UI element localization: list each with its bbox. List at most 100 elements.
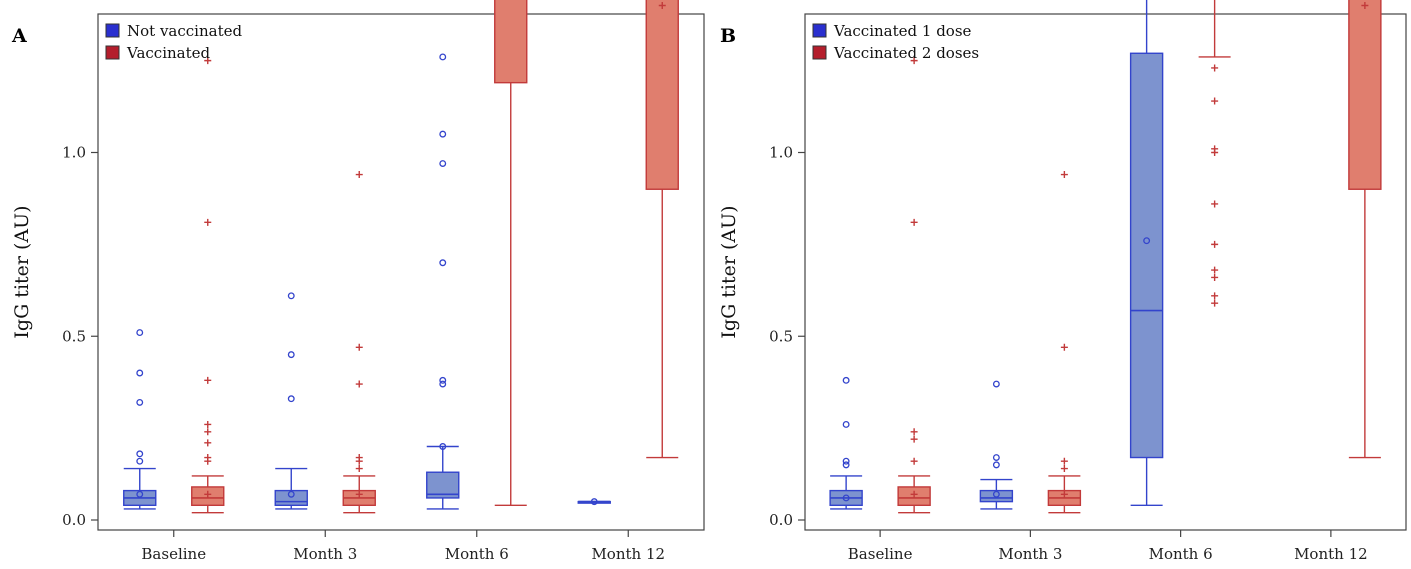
mean-marker bbox=[842, 494, 850, 502]
outlier-point bbox=[204, 454, 212, 462]
outlier-point bbox=[355, 380, 363, 388]
outlier-point bbox=[204, 428, 212, 436]
x-tick-label: Month 3 bbox=[293, 545, 357, 563]
x-tick-label: Baseline bbox=[848, 545, 913, 563]
box-iqr bbox=[494, 0, 528, 84]
outlier-point bbox=[355, 171, 363, 179]
legend-swatch bbox=[812, 23, 827, 38]
mean-marker bbox=[1143, 237, 1151, 245]
box-iqr bbox=[979, 489, 1014, 503]
outlier-point bbox=[439, 53, 447, 61]
box-vaccinated-2-doses-month-6 bbox=[1198, 0, 1231, 307]
legend-label: Vaccinated bbox=[126, 44, 211, 62]
y-tick-label: 1.0 bbox=[62, 144, 86, 162]
legend-swatch bbox=[105, 23, 120, 38]
mean-marker bbox=[992, 490, 1000, 498]
outlier-point bbox=[287, 351, 295, 359]
y-axis-label: IgG titer (AU) bbox=[11, 205, 33, 338]
mean-marker bbox=[658, 2, 666, 9]
outlier-point bbox=[1211, 299, 1219, 307]
outlier-point bbox=[1211, 97, 1219, 105]
box-iqr bbox=[1129, 52, 1164, 459]
box-iqr bbox=[1348, 0, 1382, 190]
outlier-point bbox=[439, 259, 447, 267]
outlier-point bbox=[204, 420, 212, 428]
outlier-point bbox=[439, 376, 447, 384]
outlier-point bbox=[204, 439, 212, 447]
plot-frame bbox=[97, 13, 705, 531]
mean-marker bbox=[204, 490, 212, 498]
outlier-point bbox=[287, 395, 295, 403]
outlier-point bbox=[1060, 465, 1068, 473]
outlier-point bbox=[136, 398, 144, 406]
outlier-point bbox=[439, 380, 447, 388]
outlier-point bbox=[910, 435, 918, 443]
legend-label: Not vaccinated bbox=[127, 22, 242, 40]
box-vaccinated-2-doses-month-12 bbox=[1348, 0, 1382, 459]
box-vaccinated-month-12 bbox=[645, 0, 679, 459]
outlier-point bbox=[1060, 343, 1068, 351]
outlier-point bbox=[204, 218, 212, 226]
y-axis-label: IgG titer (AU) bbox=[718, 205, 740, 338]
mean-marker bbox=[136, 490, 144, 498]
legend-label: Vaccinated 2 doses bbox=[833, 44, 979, 62]
mean-marker bbox=[287, 490, 295, 498]
plot-frame bbox=[804, 13, 1407, 531]
y-tick-label: 1.0 bbox=[769, 144, 793, 162]
box-not-vaccinated-month-3 bbox=[274, 292, 308, 510]
outlier-point bbox=[287, 292, 295, 300]
box-not-vaccinated-month-12 bbox=[577, 498, 611, 506]
y-tick-label: 0.5 bbox=[62, 327, 86, 345]
x-tick-label: Month 6 bbox=[1149, 545, 1213, 563]
box-vaccinated-2-doses-month-3 bbox=[1047, 171, 1082, 514]
box-iqr bbox=[645, 0, 679, 190]
x-tick-label: Month 3 bbox=[998, 545, 1062, 563]
outlier-point bbox=[910, 57, 918, 65]
mean-marker bbox=[910, 490, 918, 498]
outlier-point bbox=[842, 457, 850, 465]
outlier-point bbox=[136, 369, 144, 377]
outlier-point bbox=[355, 343, 363, 351]
outlier-point bbox=[910, 457, 918, 465]
panel-letter: B bbox=[720, 25, 736, 47]
x-tick-label: Month 12 bbox=[591, 545, 665, 563]
box-vaccinated-2-doses-baseline bbox=[897, 57, 931, 514]
outlier-point bbox=[910, 428, 918, 436]
legend-swatch bbox=[105, 45, 120, 60]
box-not-vaccinated-month-6 bbox=[426, 53, 460, 510]
box-iqr bbox=[274, 489, 308, 507]
legend-swatch bbox=[812, 45, 827, 60]
box-vaccinated-month-6 bbox=[494, 0, 528, 506]
y-tick-label: 0.0 bbox=[769, 511, 793, 529]
box-vaccinated-1-dose-baseline bbox=[829, 376, 863, 510]
outlier-point bbox=[204, 57, 212, 65]
mean-marker bbox=[355, 490, 363, 498]
outlier-point bbox=[355, 454, 363, 462]
y-tick-label: 0.5 bbox=[769, 327, 793, 345]
outlier-point bbox=[1211, 266, 1219, 274]
outlier-point bbox=[992, 461, 1000, 469]
mean-marker bbox=[590, 498, 598, 506]
mean-marker bbox=[1361, 2, 1369, 9]
x-tick-label: Month 6 bbox=[445, 545, 509, 563]
outlier-point bbox=[204, 376, 212, 384]
outlier-point bbox=[1211, 292, 1219, 300]
outlier-point bbox=[439, 160, 447, 167]
panel-letter: A bbox=[11, 25, 27, 47]
box-vaccinated-month-3 bbox=[342, 171, 376, 514]
outlier-point bbox=[136, 329, 144, 337]
outlier-point bbox=[355, 465, 363, 473]
x-tick-label: Baseline bbox=[141, 545, 206, 563]
outlier-point bbox=[1060, 171, 1068, 179]
outlier-point bbox=[1211, 273, 1219, 281]
outlier-point bbox=[992, 454, 1000, 461]
box-vaccinated-1-dose-month-6 bbox=[1129, 0, 1164, 506]
outlier-point bbox=[1060, 457, 1068, 465]
outlier-point bbox=[842, 376, 850, 384]
outlier-point bbox=[842, 421, 850, 428]
outlier-point bbox=[136, 457, 144, 465]
